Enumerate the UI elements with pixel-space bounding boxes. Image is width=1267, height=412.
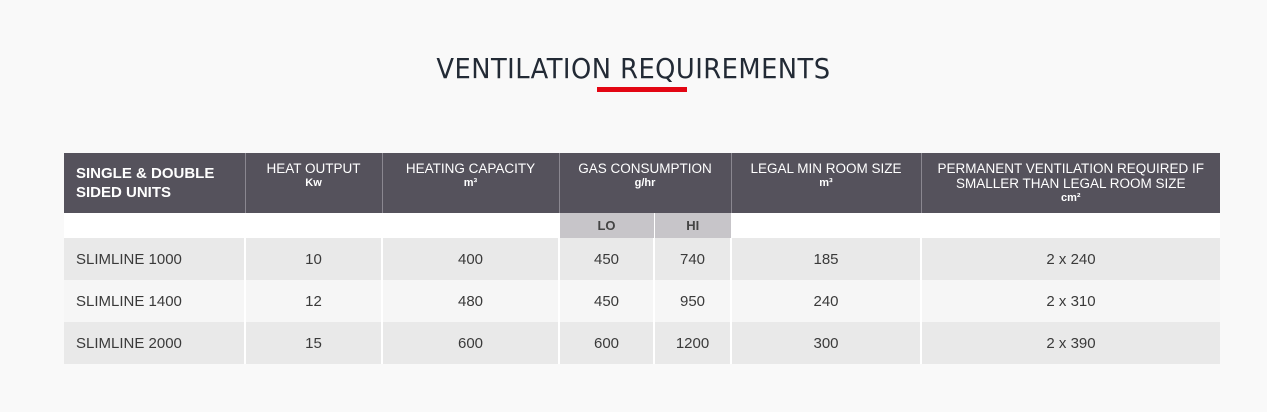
cell-gas-lo: 450 [558, 238, 654, 280]
table-row: SLIMLINE 2000 15 600 600 1200 300 2 x 390 [64, 322, 1221, 364]
cell-legal-min-room-size: 185 [730, 238, 922, 280]
title-underline [597, 87, 687, 92]
cell-heat-output: 10 [244, 238, 382, 280]
cell-gas-lo: 600 [558, 322, 654, 364]
cell-heating-capacity: 600 [381, 322, 559, 364]
subheader-hi: HI [653, 213, 732, 238]
header-heat-output: HEAT OUTPUT Kw [244, 153, 382, 213]
cell-unit-name: SLIMLINE 2000 [64, 322, 245, 364]
cell-gas-hi: 1200 [652, 322, 732, 364]
cell-legal-min-room-size: 300 [730, 322, 922, 364]
cell-permanent-ventilation: 2 x 390 [920, 322, 1221, 364]
header-legal-min-room-size: LEGAL MIN ROOM SIZE m³ [730, 153, 922, 213]
header-units: SINGLE & DOUBLE SIDED UNITS [64, 153, 245, 213]
table-row: SLIMLINE 1000 10 400 450 740 185 2 x 240 [64, 238, 1221, 280]
header-gas-consumption: GAS CONSUMPTION g/hr [558, 153, 732, 213]
cell-heating-capacity: 400 [381, 238, 559, 280]
cell-gas-hi: 950 [652, 280, 732, 322]
header-row: SINGLE & DOUBLE SIDED UNITS HEAT OUTPUT K… [64, 153, 1221, 213]
cell-gas-lo: 450 [558, 280, 654, 322]
cell-unit-name: SLIMLINE 1400 [64, 280, 245, 322]
header-heating-capacity: HEATING CAPACITY m³ [381, 153, 559, 213]
table-row: SLIMLINE 1400 12 480 450 950 240 2 x 310 [64, 280, 1221, 322]
subheader-row: LO HI [64, 213, 1221, 238]
cell-heat-output: 15 [244, 322, 382, 364]
ventilation-table: SINGLE & DOUBLE SIDED UNITS HEAT OUTPUT K… [64, 153, 1221, 364]
cell-gas-hi: 740 [652, 238, 732, 280]
subheader-lo: LO [558, 213, 654, 238]
page-title: VENTILATION REQUIREMENTS [436, 51, 831, 85]
cell-legal-min-room-size: 240 [730, 280, 922, 322]
header-permanent-ventilation: PERMANENT VENTILATION REQUIRED IF SMALLE… [920, 153, 1221, 213]
cell-permanent-ventilation: 2 x 240 [920, 238, 1221, 280]
cell-permanent-ventilation: 2 x 310 [920, 280, 1221, 322]
cell-heating-capacity: 480 [381, 280, 559, 322]
cell-unit-name: SLIMLINE 1000 [64, 238, 245, 280]
cell-heat-output: 12 [244, 280, 382, 322]
